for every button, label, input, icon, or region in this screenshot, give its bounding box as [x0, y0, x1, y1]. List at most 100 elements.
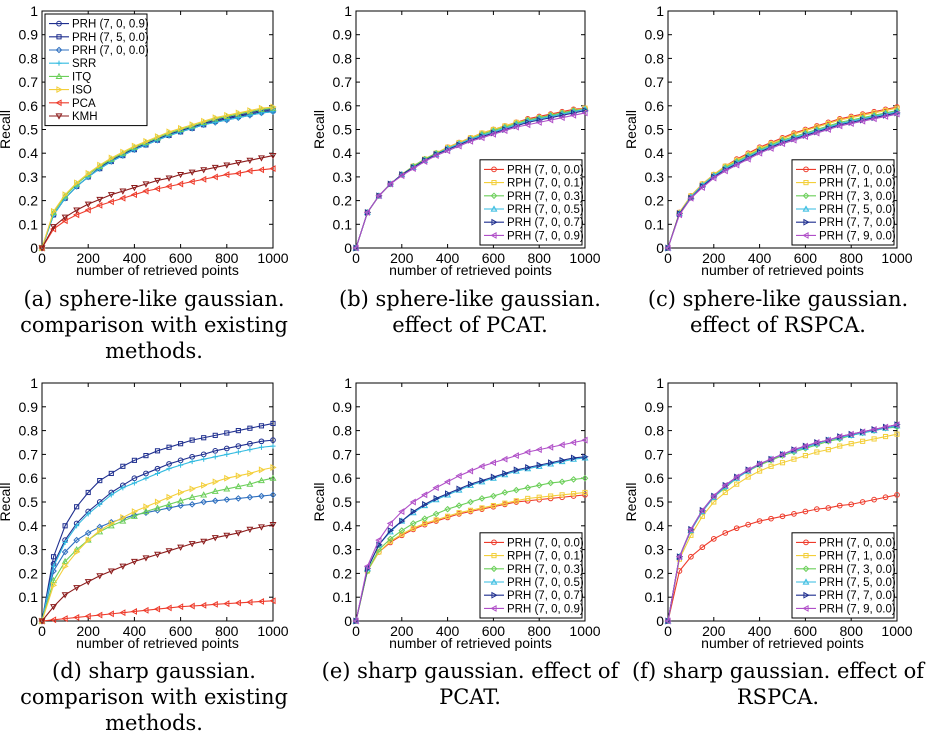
- data-point: [421, 515, 429, 522]
- data-point: [675, 553, 683, 561]
- legend-swatch-marker: [802, 604, 809, 612]
- legend-entry-label: PRH (7, 0, 0.3): [507, 564, 584, 576]
- data-point: [130, 608, 137, 615]
- data-point: [97, 527, 104, 535]
- legend-entry-label: KMH: [72, 111, 98, 123]
- data-point: [270, 443, 276, 449]
- data-point: [165, 182, 172, 190]
- data-point: [223, 485, 231, 492]
- y-tick-label: 0.1: [645, 216, 665, 232]
- y-tick-label: 1: [656, 3, 664, 19]
- data-point: [119, 194, 126, 202]
- series-kmh: [38, 522, 277, 625]
- data-point: [581, 474, 589, 482]
- data-point: [49, 616, 57, 624]
- data-point: [352, 617, 359, 625]
- data-point: [211, 164, 219, 172]
- y-axis-label: Recall: [311, 110, 327, 149]
- series-line: [667, 113, 898, 249]
- data-point: [166, 444, 172, 450]
- series-itq: [38, 474, 277, 624]
- data-point: [569, 439, 577, 446]
- data-point: [433, 517, 439, 523]
- data-point: [247, 425, 253, 431]
- data-point: [50, 224, 57, 231]
- x-tick-label: 600: [169, 250, 193, 266]
- data-point: [234, 599, 241, 607]
- data-point: [547, 116, 554, 124]
- y-tick-label: 0.4: [19, 518, 39, 534]
- data-point: [107, 568, 115, 575]
- data-point: [399, 517, 406, 525]
- data-point: [50, 563, 57, 569]
- x-tick-label: 0: [352, 623, 360, 639]
- data-point: [536, 494, 542, 500]
- x-tick-label: 600: [482, 250, 506, 266]
- data-point: [687, 194, 694, 202]
- data-point: [547, 479, 554, 487]
- data-point: [223, 171, 230, 178]
- data-point: [386, 180, 393, 188]
- data-point: [178, 124, 185, 132]
- y-tick-label: 0.5: [645, 494, 665, 510]
- data-point: [247, 440, 253, 447]
- data-point: [154, 133, 162, 141]
- series-line: [355, 494, 586, 622]
- data-point: [96, 573, 104, 580]
- data-point: [200, 538, 208, 545]
- data-point: [744, 155, 751, 163]
- series-line: [41, 477, 274, 622]
- legend-box: [479, 532, 583, 619]
- data-point: [860, 438, 866, 444]
- data-point: [502, 500, 508, 506]
- data-point: [50, 576, 57, 584]
- data-point: [154, 177, 161, 185]
- chart-panel-a: 0 0.1 0.2 0.3 0.4 0.5 0.6 0.7 0.8 0.9 1 0 200 400 600 8…: [0, 3, 289, 278]
- data-point: [247, 447, 253, 453]
- data-point: [166, 128, 173, 136]
- data-point: [387, 527, 394, 535]
- data-point: [881, 423, 889, 431]
- legend-box: [479, 159, 583, 246]
- legend-entry-label: PRH (7, 9, 0.0): [819, 603, 896, 615]
- data-point: [478, 134, 485, 142]
- y-tick-label: 0: [656, 240, 664, 256]
- legend-swatch-marker: [56, 60, 62, 66]
- data-point: [177, 171, 185, 179]
- data-point: [558, 441, 565, 449]
- legend-entry-label: RPH (7, 0, 0.1): [507, 178, 584, 190]
- data-point: [581, 109, 588, 117]
- series-prh-7-0-0-7-: [353, 453, 589, 625]
- legend-box: [791, 532, 895, 619]
- data-point: [247, 469, 254, 477]
- data-point: [257, 166, 265, 174]
- data-point: [894, 431, 900, 437]
- legend-entry-label: ISO: [72, 85, 92, 97]
- y-tick-label: 0.5: [333, 122, 353, 138]
- data-point: [409, 520, 417, 527]
- legend-entry-label: PRH (7, 1, 0.0): [819, 178, 896, 190]
- data-point: [698, 506, 705, 514]
- data-point: [200, 498, 208, 506]
- y-axis-label: Recall: [0, 483, 13, 522]
- data-point: [859, 499, 866, 505]
- x-tick-label: 0: [38, 250, 46, 266]
- y-tick-label: 0: [656, 613, 664, 629]
- x-tick-label: 400: [123, 250, 147, 266]
- chart-panel-c: 0 0.1 0.2 0.3 0.4 0.5 0.6 0.7 0.8 0.9 1 0 200 400 600 8…: [623, 3, 913, 278]
- series-prh-7-5-0-0-: [39, 420, 276, 624]
- data-point: [824, 436, 831, 444]
- series-line: [41, 439, 274, 622]
- data-point: [894, 109, 901, 117]
- data-point: [153, 605, 161, 613]
- data-point: [501, 489, 509, 496]
- data-point: [894, 105, 900, 111]
- legend-box: [791, 159, 895, 246]
- legend-entry-label: SRR: [72, 58, 96, 70]
- data-point: [422, 500, 429, 508]
- series-line: [41, 106, 274, 249]
- data-point: [525, 464, 532, 471]
- caption-a: (a) sphere-like gaussian. comparison wit…: [20, 287, 288, 363]
- data-point: [790, 446, 797, 454]
- legend-swatch-marker: [490, 231, 497, 239]
